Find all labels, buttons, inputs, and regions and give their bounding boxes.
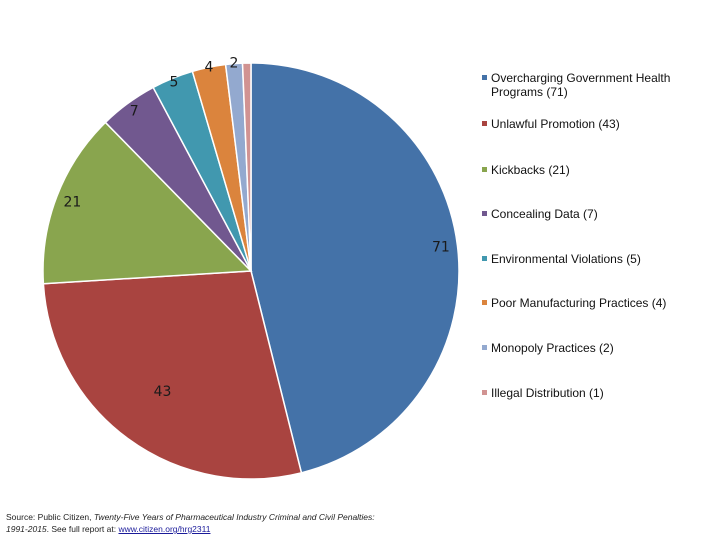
legend-item-7: Monopoly Practices (2) [482,341,614,355]
legend-label: Monopoly Practices (2) [491,341,614,355]
source-note: Source: Public Citizen, Twenty-Five Year… [6,511,376,535]
pie-slice-3 [42,121,253,285]
legend-label: Illegal Distribution (1) [491,386,604,400]
legend-swatch [482,390,487,395]
legend-swatch [482,345,487,350]
legend-swatch [482,121,487,126]
legend-swatch [482,211,487,216]
legend-swatch [482,75,487,80]
pie-slice-1 [250,62,460,474]
source-suffix: . See full report at: [46,524,119,534]
source-prefix: Source: Public Citizen, [6,512,94,522]
data-label-7: 2 [230,56,239,72]
legend-item-1: Overcharging Government Health Programs … [482,71,691,99]
legend-label: Overcharging Government Health Programs … [491,71,671,99]
legend-item-5: Environmental Violations (5) [482,252,641,266]
legend-item-2: Unlawful Promotion (43) [482,117,620,131]
legend-item-4: Concealing Data (7) [482,207,598,221]
legend-label: Environmental Violations (5) [491,252,641,266]
data-label-1: 71 [432,240,450,256]
legend-item-6: Poor Manufacturing Practices (4) [482,296,666,310]
legend-swatch [482,167,487,172]
data-label-5: 5 [170,74,179,90]
source-report-title: Twenty-Five Years of Pharmaceutical Indu… [6,512,375,534]
data-label-2: 43 [154,384,172,400]
legend-label: Unlawful Promotion (43) [491,117,620,131]
pie-slice-2 [42,270,303,480]
data-label-3: 21 [63,194,81,210]
pie-slice-8 [241,62,252,272]
data-label-4: 7 [130,104,139,120]
legend-swatch [482,300,487,305]
legend-item-3: Kickbacks (21) [482,163,570,177]
legend-swatch [482,256,487,261]
legend-label: Kickbacks (21) [491,163,570,177]
legend-label: Concealing Data (7) [491,207,598,221]
data-label-6: 4 [204,59,213,75]
source-link[interactable]: www.citizen.org/hrg2311 [118,524,211,534]
legend-item-8: Illegal Distribution (1) [482,386,604,400]
legend-label: Poor Manufacturing Practices (4) [491,296,667,310]
